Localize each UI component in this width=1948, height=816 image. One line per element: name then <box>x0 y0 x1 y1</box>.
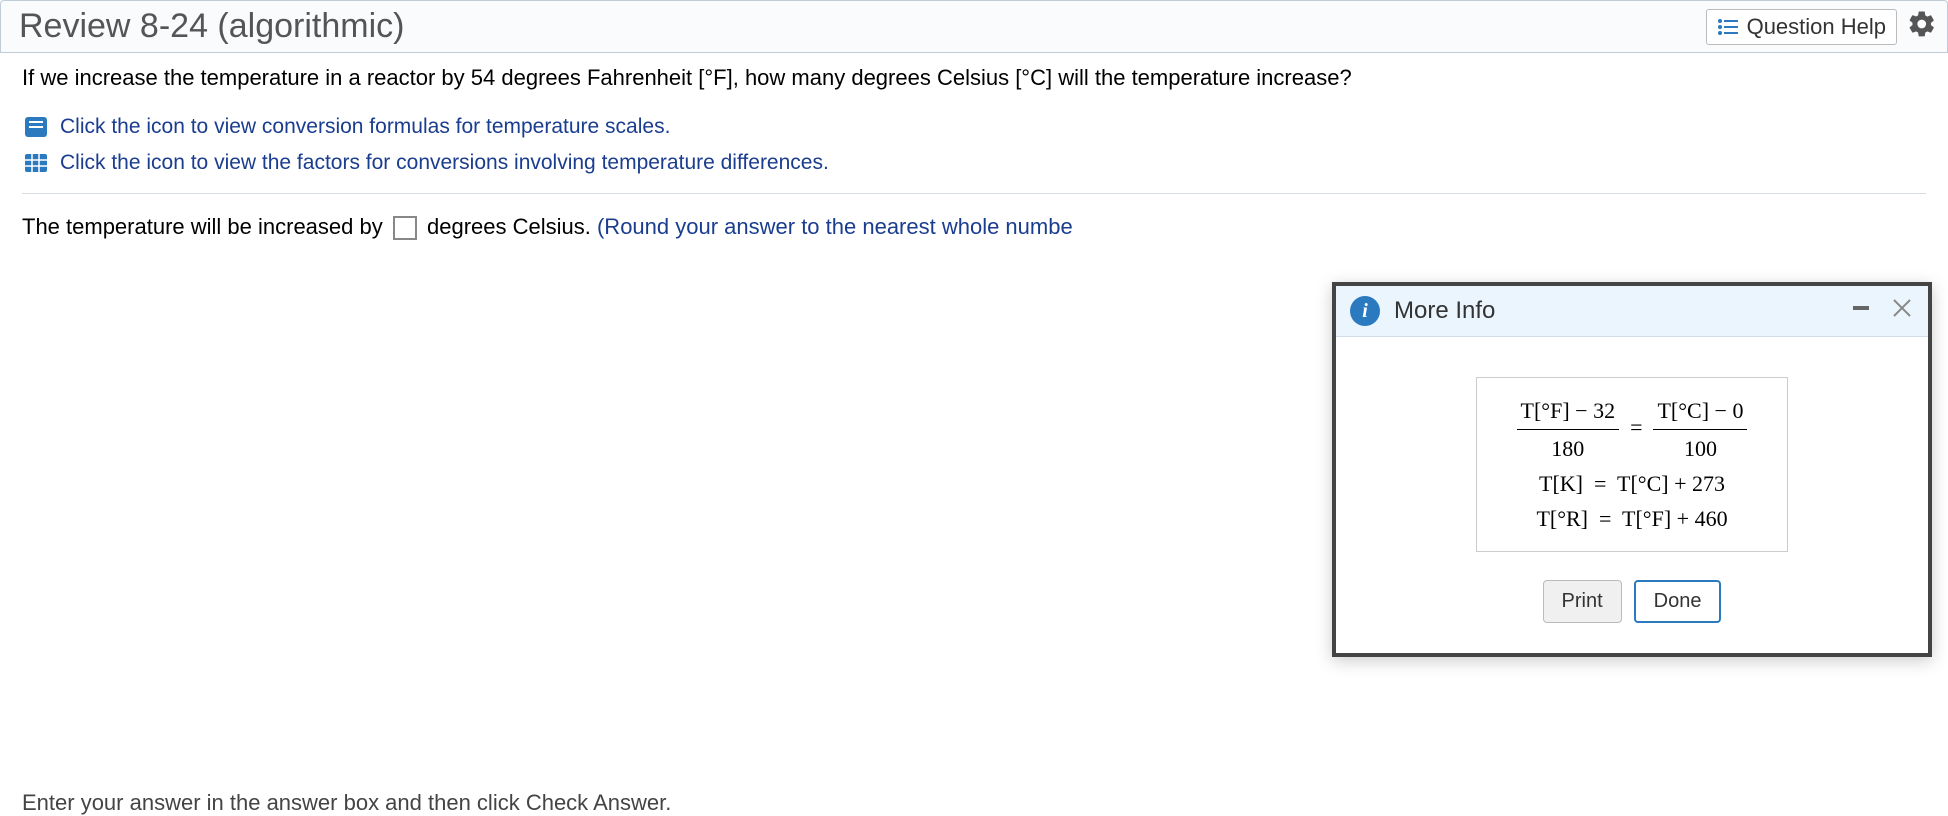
eq1: = <box>1630 415 1642 440</box>
formula-row-1: T[°F] − 32 180 = T[°C] − 0 100 <box>1517 394 1748 465</box>
close-icon[interactable] <box>1890 296 1914 326</box>
modal-footer: Print Done <box>1543 580 1722 623</box>
answer-suffix: degrees Celsius. <box>427 214 591 239</box>
print-button[interactable]: Print <box>1543 580 1622 623</box>
row2-right: T[°C] + 273 <box>1617 471 1725 496</box>
modal-title: More Info <box>1394 297 1495 325</box>
frac2-den: 100 <box>1653 430 1747 465</box>
frac2-num: T[°C] − 0 <box>1653 394 1747 430</box>
formulas-link-row: Click the icon to view conversion formul… <box>22 113 1926 141</box>
formula-row-2: T[K] = T[°C] + 273 <box>1517 467 1748 500</box>
header-actions: Question Help <box>1706 7 1939 47</box>
done-button[interactable]: Done <box>1634 580 1722 623</box>
eq3: = <box>1599 506 1611 531</box>
answer-hint: (Round your answer to the nearest whole … <box>597 214 1073 239</box>
question-help-button[interactable]: Question Help <box>1706 9 1897 45</box>
modal-header-right <box>1850 296 1914 326</box>
section-divider <box>22 193 1926 194</box>
factors-link-row: Click the icon to view the factors for c… <box>22 149 1926 177</box>
answer-line: The temperature will be increased by deg… <box>22 214 1926 240</box>
row2-left: T[K] <box>1539 471 1583 496</box>
book-icon[interactable] <box>22 113 50 141</box>
header-bar: Review 8-24 (algorithmic) Question Help <box>0 0 1948 53</box>
list-icon <box>1717 18 1739 36</box>
row3-left: T[°R] <box>1536 506 1588 531</box>
answer-input[interactable] <box>393 216 417 240</box>
modal-header-left: i More Info <box>1350 296 1495 326</box>
formulas-link[interactable]: Click the icon to view conversion formul… <box>60 115 670 139</box>
page-title: Review 8-24 (algorithmic) <box>9 5 414 48</box>
minimize-icon[interactable] <box>1850 297 1872 325</box>
footer-instructions: Enter your answer in the answer box and … <box>22 790 671 816</box>
question-prompt: If we increase the temperature in a reac… <box>22 65 1926 91</box>
formula-row-3: T[°R] = T[°F] + 460 <box>1517 502 1748 535</box>
frac1-num: T[°F] − 32 <box>1517 394 1620 430</box>
question-help-label: Question Help <box>1747 14 1886 40</box>
gear-icon <box>1907 22 1937 44</box>
row3-right: T[°F] + 460 <box>1622 506 1728 531</box>
formula-box: T[°F] − 32 180 = T[°C] − 0 100 T[K] = T[… <box>1476 377 1789 552</box>
answer-prefix: The temperature will be increased by <box>22 214 383 239</box>
info-icon: i <box>1350 296 1380 326</box>
modal-header: i More Info <box>1336 286 1928 337</box>
settings-button[interactable] <box>1905 7 1939 47</box>
modal-body: T[°F] − 32 180 = T[°C] − 0 100 T[K] = T[… <box>1336 337 1928 653</box>
question-content: If we increase the temperature in a reac… <box>0 65 1948 240</box>
eq2: = <box>1594 471 1606 496</box>
table-icon[interactable] <box>22 149 50 177</box>
frac1-den: 180 <box>1517 430 1620 465</box>
more-info-modal: i More Info T[°F] − 32 180 = T[°C] − 0 <box>1332 282 1932 657</box>
factors-link[interactable]: Click the icon to view the factors for c… <box>60 151 829 175</box>
